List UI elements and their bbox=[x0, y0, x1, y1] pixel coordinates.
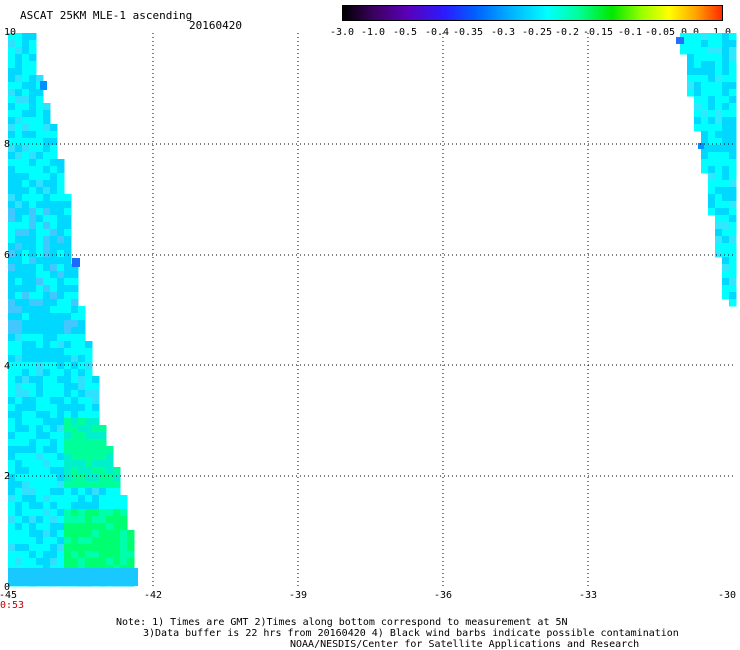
colorbar-label: -0.5 bbox=[392, 27, 418, 38]
x-tick-m30: -30 bbox=[717, 590, 737, 601]
time-label: 0:53 bbox=[0, 600, 25, 611]
note-line-2: 3)Data buffer is 22 hrs from 20160420 4)… bbox=[143, 628, 679, 639]
colorbar-label: -1.0 bbox=[360, 27, 386, 38]
colorbar-label: 0.0 bbox=[680, 27, 700, 38]
y-tick-6: 6 bbox=[4, 250, 11, 261]
colorbar-label: -0.35 bbox=[452, 27, 484, 38]
x-tick-m33: -33 bbox=[578, 590, 598, 601]
colorbar-label: -0.2 bbox=[554, 27, 580, 38]
swath-left bbox=[8, 33, 138, 587]
map-plot bbox=[8, 33, 737, 587]
colorbar bbox=[342, 5, 723, 21]
colorbar-label: -0.4 bbox=[424, 27, 450, 38]
colorbar-label: -0.25 bbox=[521, 27, 553, 38]
colorbar-label: -0.05 bbox=[644, 27, 676, 38]
chart-title: ASCAT 25KM MLE-1 ascending bbox=[20, 9, 193, 22]
colorbar-label: -0.1 bbox=[617, 27, 643, 38]
note-line-3: NOAA/NESDIS/Center for Satellite Applica… bbox=[290, 639, 640, 650]
colorbar-label: -0.15 bbox=[582, 27, 614, 38]
x-tick-m36: -36 bbox=[433, 590, 453, 601]
y-tick-4: 4 bbox=[4, 361, 11, 372]
y-tick-10: 10 bbox=[4, 27, 17, 38]
chart-date: 20160420 bbox=[189, 19, 242, 32]
y-tick-0: 0 bbox=[4, 582, 11, 593]
colorbar-label: -0.3 bbox=[490, 27, 516, 38]
x-tick-m42: -42 bbox=[143, 590, 163, 601]
note-line-1: Note: 1) Times are GMT 2)Times along bot… bbox=[116, 617, 568, 628]
colorbar-label: -3.0 bbox=[329, 27, 355, 38]
y-tick-8: 8 bbox=[4, 139, 11, 150]
x-tick-m45: -45 bbox=[0, 590, 18, 601]
gridlines bbox=[8, 33, 735, 586]
x-tick-m39: -39 bbox=[288, 590, 308, 601]
y-tick-2: 2 bbox=[4, 471, 11, 482]
colorbar-label: 1.0 bbox=[712, 27, 732, 38]
swath-right bbox=[676, 33, 737, 307]
